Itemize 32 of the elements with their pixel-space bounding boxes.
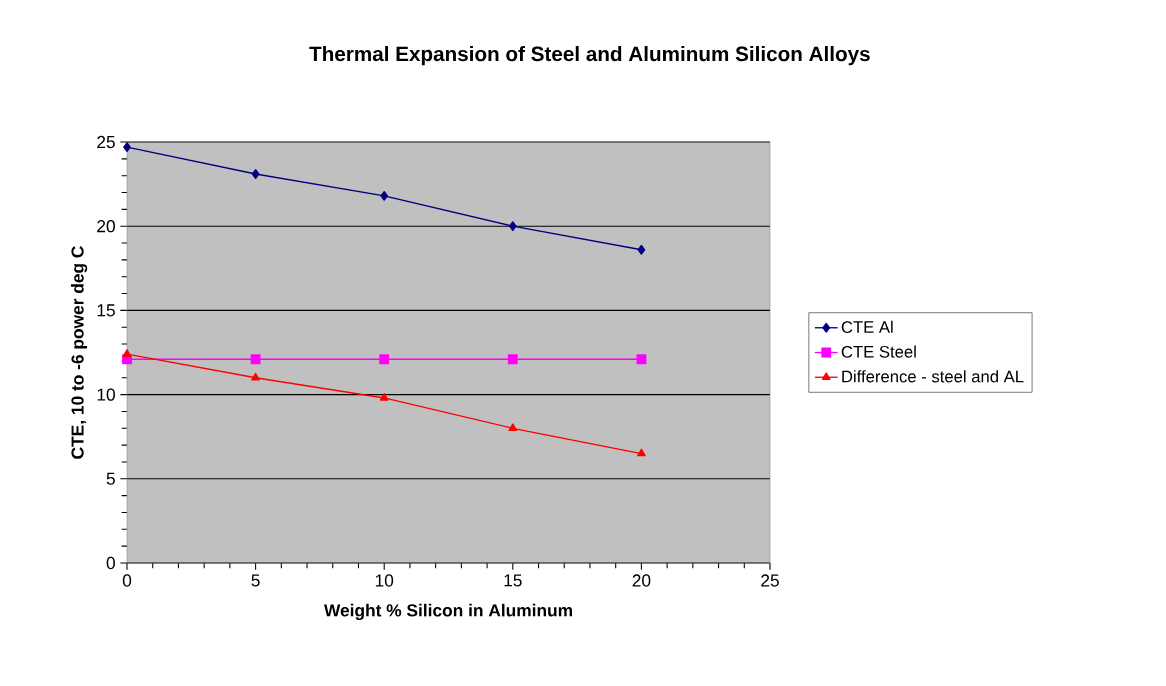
x-tick-label: 10	[375, 574, 394, 587]
legend-label: CTE Steel	[841, 345, 916, 358]
point	[122, 349, 132, 357]
point	[251, 372, 260, 381]
point	[508, 423, 518, 432]
chart-title: Thermal Expansion of Steel and Aluminum Silicon Alloys	[309, 46, 870, 66]
point	[250, 354, 261, 365]
point	[637, 244, 646, 255]
y-axis-title: CTE, 10 to -6 power deg C	[70, 246, 88, 459]
x-tick-label: 15	[504, 574, 522, 587]
point	[637, 448, 646, 457]
legend-label: CTE Al	[841, 320, 893, 333]
x-tick-label: 20	[632, 574, 651, 587]
legend-label: Difference - steel and AL	[842, 370, 1024, 383]
y-tick-label: 0	[106, 556, 115, 570]
point	[380, 190, 389, 201]
point	[636, 354, 647, 365]
point	[508, 221, 517, 232]
point	[507, 354, 518, 365]
x-axis-title: Weight % Silicon in Aluminum	[323, 603, 573, 621]
y-tick-label: 10	[97, 388, 115, 401]
y-tick-label: 5	[106, 472, 115, 485]
point	[379, 354, 390, 365]
point	[123, 142, 131, 152]
x-tick-label: 25	[761, 574, 779, 587]
point	[251, 169, 260, 179]
x-tick-label: 0	[122, 574, 132, 587]
y-tick-label: 25	[97, 135, 115, 149]
point	[379, 393, 389, 401]
x-tick-label: 5	[251, 574, 260, 587]
y-tick-label: 20	[97, 220, 115, 233]
y-tick-label: 15	[97, 304, 115, 317]
